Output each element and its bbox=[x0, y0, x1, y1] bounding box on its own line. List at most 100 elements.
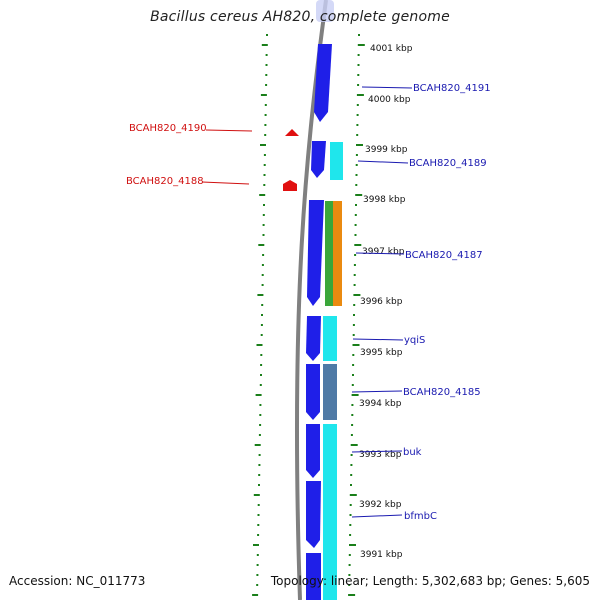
minor-tick bbox=[258, 434, 261, 436]
minor-tick bbox=[262, 214, 265, 216]
leader-bcah820-4191 bbox=[361, 86, 413, 89]
gene-label-bfmbC[interactable]: bfmbC bbox=[404, 511, 437, 522]
major-tick bbox=[350, 444, 358, 446]
major-tick bbox=[355, 194, 363, 196]
minor-tick bbox=[258, 454, 261, 456]
minor-tick bbox=[356, 114, 359, 116]
gene-label-bcah820-4189[interactable]: BCAH820_4189 bbox=[409, 158, 487, 169]
minor-tick bbox=[259, 424, 262, 426]
minor-tick bbox=[356, 134, 359, 136]
major-tick bbox=[256, 344, 263, 346]
minor-tick bbox=[358, 34, 360, 36]
cds-bfmbC[interactable] bbox=[306, 481, 321, 548]
minor-tick bbox=[350, 474, 353, 476]
minor-tick bbox=[355, 154, 358, 156]
ruler-label-3997: 3997 kbp bbox=[362, 247, 405, 257]
major-tick bbox=[252, 594, 259, 596]
ruler-label-3999: 3999 kbp bbox=[365, 145, 408, 155]
gene-label-yqiS[interactable]: yqiS bbox=[404, 335, 425, 346]
minor-tick bbox=[353, 304, 356, 306]
feature-orange-4187[interactable] bbox=[333, 201, 342, 306]
cds-bcah820-4185[interactable] bbox=[306, 364, 320, 420]
minor-tick bbox=[351, 384, 354, 386]
minor-tick bbox=[258, 484, 260, 486]
gene-label-bcah820-4188[interactable]: BCAH820_4188 bbox=[126, 176, 204, 187]
minor-tick bbox=[263, 204, 265, 206]
top-feature bbox=[316, 0, 334, 22]
minor-tick bbox=[261, 284, 264, 286]
major-tick bbox=[356, 144, 363, 146]
minor-tick bbox=[261, 304, 264, 306]
major-tick bbox=[253, 494, 260, 496]
ruler-label-4001: 4001 kbp bbox=[370, 44, 413, 54]
feature-cyan-yqiS[interactable] bbox=[323, 316, 337, 361]
minor-tick bbox=[354, 214, 357, 216]
major-tick bbox=[353, 294, 361, 296]
cds-bcah820-4191[interactable] bbox=[314, 44, 332, 122]
ruler-labels: 4001 kbp 4000 kbp 3999 kbp 3998 kbp 3997… bbox=[359, 44, 413, 560]
minor-tick bbox=[348, 554, 351, 556]
minor-tick bbox=[256, 564, 259, 566]
cds-yqiS[interactable] bbox=[306, 316, 321, 361]
minor-tick bbox=[351, 414, 354, 416]
minor-tick bbox=[352, 324, 355, 326]
major-tick bbox=[261, 44, 268, 46]
major-tick bbox=[257, 294, 264, 296]
minor-tick bbox=[350, 464, 353, 466]
minor-tick bbox=[259, 414, 262, 416]
gene-label-bcah820-4190[interactable]: BCAH820_4190 bbox=[129, 123, 207, 134]
minor-tick bbox=[261, 264, 264, 266]
minor-ticks-left bbox=[252, 34, 268, 596]
minor-tick bbox=[263, 164, 266, 166]
major-tick bbox=[356, 94, 364, 96]
minor-tick bbox=[258, 474, 261, 476]
cds-bcah820-4189[interactable] bbox=[311, 141, 326, 178]
major-tick bbox=[349, 544, 356, 546]
cds-bottom[interactable] bbox=[306, 553, 321, 600]
ruler-label-3993: 3993 kbp bbox=[359, 450, 402, 460]
major-tick bbox=[351, 394, 359, 396]
minor-tick bbox=[256, 554, 259, 556]
leader-buk bbox=[351, 450, 403, 453]
gene-label-bcah820-4187[interactable]: BCAH820_4187 bbox=[405, 250, 483, 261]
minor-tick bbox=[264, 134, 267, 136]
minor-tick bbox=[355, 174, 358, 176]
major-tick bbox=[259, 194, 266, 196]
minor-tick bbox=[256, 584, 259, 586]
minor-tick bbox=[357, 54, 360, 56]
leader-bcah820-4189 bbox=[357, 160, 409, 164]
leader-bcah820-4188 bbox=[201, 181, 250, 185]
minor-tick bbox=[264, 114, 267, 116]
gene-label-bcah820-4191[interactable]: BCAH820_4191 bbox=[413, 83, 491, 94]
gene-label-buk[interactable]: buk bbox=[403, 447, 422, 458]
gene-label-bcah820-4185[interactable]: BCAH820_4185 bbox=[403, 387, 481, 398]
marker-bcah820-4188[interactable] bbox=[283, 180, 297, 191]
minor-tick bbox=[352, 354, 355, 356]
minor-tick bbox=[351, 404, 354, 406]
minor-ticks-right bbox=[348, 34, 365, 596]
major-tick bbox=[260, 94, 267, 96]
minor-tick bbox=[265, 64, 268, 66]
minor-tick bbox=[354, 234, 357, 236]
feature-cyan-buk[interactable] bbox=[323, 424, 337, 600]
minor-tick bbox=[260, 334, 263, 336]
minor-tick bbox=[352, 334, 355, 336]
minor-tick bbox=[261, 274, 264, 276]
cds-bcah820-4187[interactable] bbox=[307, 200, 324, 306]
minor-tick bbox=[356, 124, 359, 126]
feature-green-4187[interactable] bbox=[325, 201, 334, 306]
major-tick bbox=[354, 244, 362, 246]
gene-labels-right: BCAH820_4191 BCAH820_4189 BCAH820_4187 y… bbox=[403, 83, 491, 522]
leader-bfmbC bbox=[351, 514, 403, 518]
marker-bcah820-4190[interactable] bbox=[285, 129, 299, 136]
minor-tick bbox=[353, 264, 356, 266]
minor-tick bbox=[350, 484, 352, 486]
minor-tick bbox=[357, 74, 360, 76]
major-tick bbox=[349, 494, 357, 496]
feature-steel-4185[interactable] bbox=[323, 364, 337, 420]
minor-tick bbox=[353, 314, 355, 316]
minor-tick bbox=[260, 364, 263, 366]
feature-cyan-4189[interactable] bbox=[330, 142, 343, 180]
minor-tick bbox=[355, 184, 358, 186]
cds-buk[interactable] bbox=[306, 424, 320, 478]
